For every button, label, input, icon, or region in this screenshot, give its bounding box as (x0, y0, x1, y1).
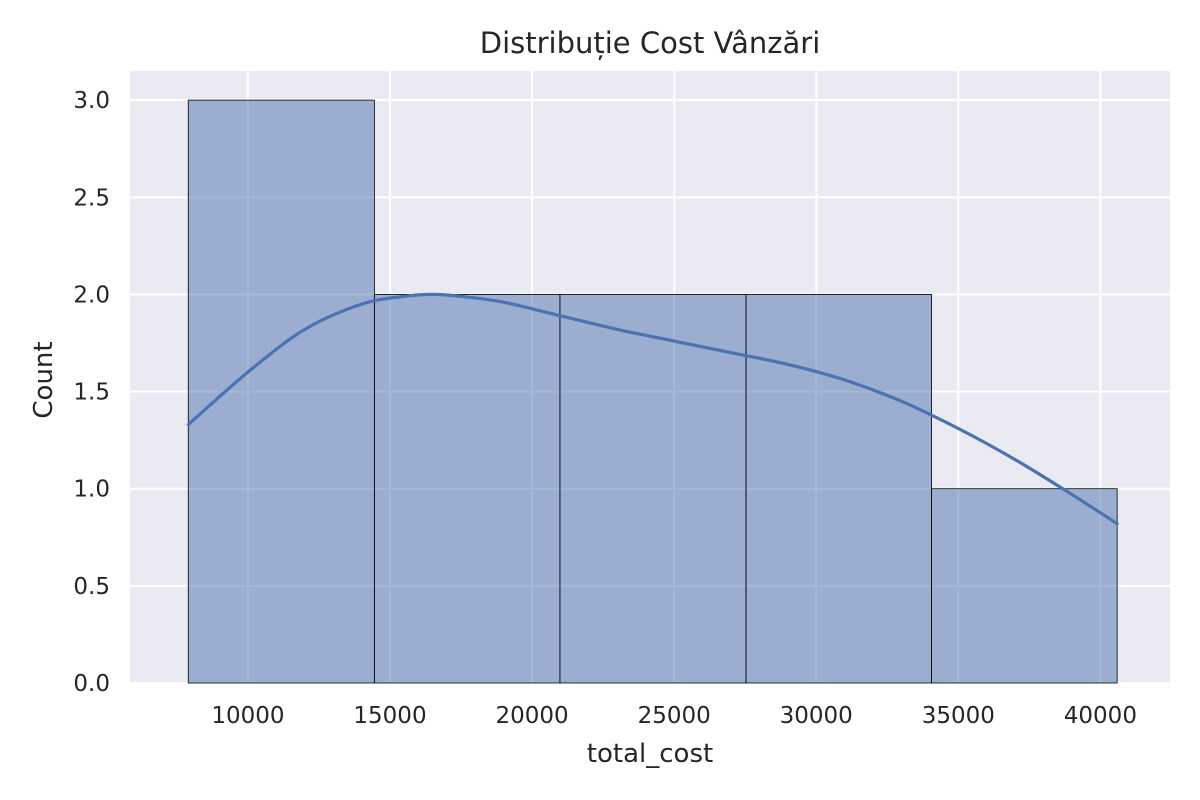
y-tick-label: 2.0 (73, 282, 110, 308)
y-tick-label: 1.5 (73, 380, 110, 406)
y-tick-label: 2.5 (73, 185, 110, 211)
kde-curve (186, 292, 1119, 526)
x-tick-label: 25000 (638, 703, 711, 729)
x-tick-label: 35000 (922, 703, 995, 729)
x-tick-label: 20000 (495, 703, 568, 729)
x-axis-label: total_cost (587, 739, 713, 769)
y-tick-label: 3.0 (73, 88, 110, 114)
y-tick-label: 0.0 (73, 671, 110, 697)
y-tick-label: 0.5 (73, 574, 110, 600)
chart-title: Distribuție Cost Vânzări (480, 26, 821, 60)
x-tick-label: 15000 (353, 703, 426, 729)
x-tick-label: 10000 (211, 703, 284, 729)
histogram-bars (187, 99, 1118, 684)
x-axis-ticks: 10000 15000 20000 25000 30000 35000 40000 (211, 703, 1137, 729)
histogram-bar (373, 294, 561, 684)
histogram-bar (931, 488, 1118, 684)
histogram-bar (187, 99, 375, 684)
y-tick-label: 1.0 (73, 477, 110, 503)
y-axis-label: Count (29, 341, 59, 418)
x-tick-label: 30000 (780, 703, 853, 729)
histogram-bar (559, 294, 747, 684)
y-axis-ticks: 0.0 0.5 1.0 1.5 2.0 2.5 3.0 (73, 88, 110, 697)
x-tick-label: 40000 (1064, 703, 1137, 729)
histogram-bar (745, 294, 932, 684)
